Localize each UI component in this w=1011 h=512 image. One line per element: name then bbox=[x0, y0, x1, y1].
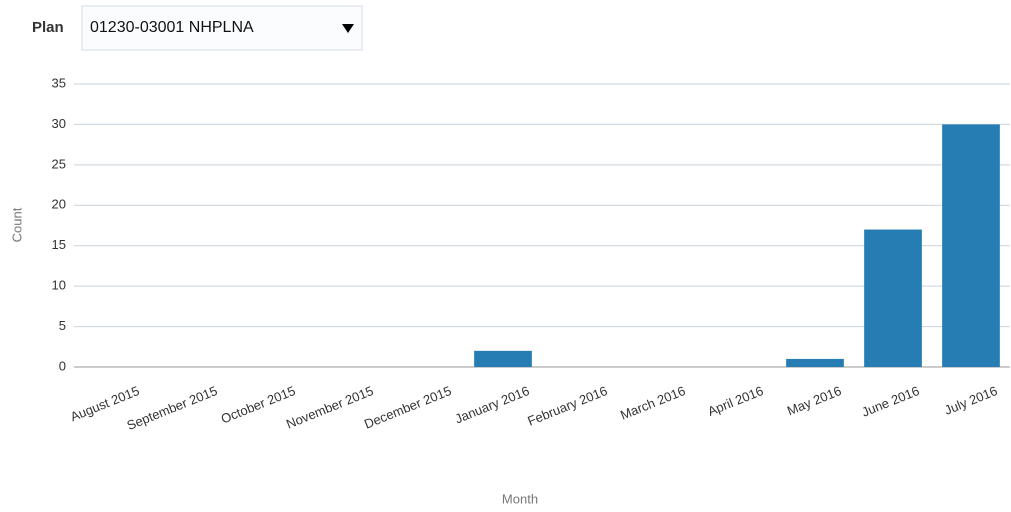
x-tick-label: December 2015 bbox=[362, 383, 453, 432]
x-tick-label: June 2016 bbox=[859, 383, 921, 420]
dropdown-value[interactable]: 01230-03001 NHPLNA bbox=[90, 19, 254, 36]
bar bbox=[942, 124, 1000, 367]
x-tick-label: March 2016 bbox=[618, 383, 687, 423]
x-tick-label: July 2016 bbox=[942, 383, 999, 418]
dropdown-arrow[interactable] bbox=[342, 24, 354, 33]
x-tick-label: November 2015 bbox=[284, 383, 375, 432]
y-tick-label: 15 bbox=[52, 237, 66, 252]
y-tick-label: 30 bbox=[52, 116, 66, 131]
plan-dropdown[interactable]: 01230-03001 NHPLNA bbox=[81, 5, 363, 51]
y-tick-label: 0 bbox=[59, 358, 66, 373]
y-tick-label: 10 bbox=[52, 278, 66, 293]
bar bbox=[474, 350, 532, 367]
x-tick-label: January 2016 bbox=[453, 383, 532, 426]
dropdown-box[interactable] bbox=[81, 5, 363, 51]
x-tick-label: September 2015 bbox=[125, 383, 220, 433]
y-tick-label: 5 bbox=[59, 318, 66, 333]
y-axis-label: Count bbox=[9, 207, 24, 242]
y-tick-label: 35 bbox=[52, 75, 66, 90]
y-tick-label: 20 bbox=[52, 197, 66, 212]
x-tick-label: April 2016 bbox=[706, 383, 766, 419]
plan-label: Plan bbox=[32, 19, 64, 36]
bar bbox=[864, 229, 922, 367]
bar bbox=[786, 358, 844, 367]
x-tick-label: February 2016 bbox=[525, 383, 609, 429]
x-axis-label: Month bbox=[502, 491, 538, 506]
x-tick-label: May 2016 bbox=[785, 383, 844, 418]
y-tick-label: 25 bbox=[52, 156, 66, 171]
